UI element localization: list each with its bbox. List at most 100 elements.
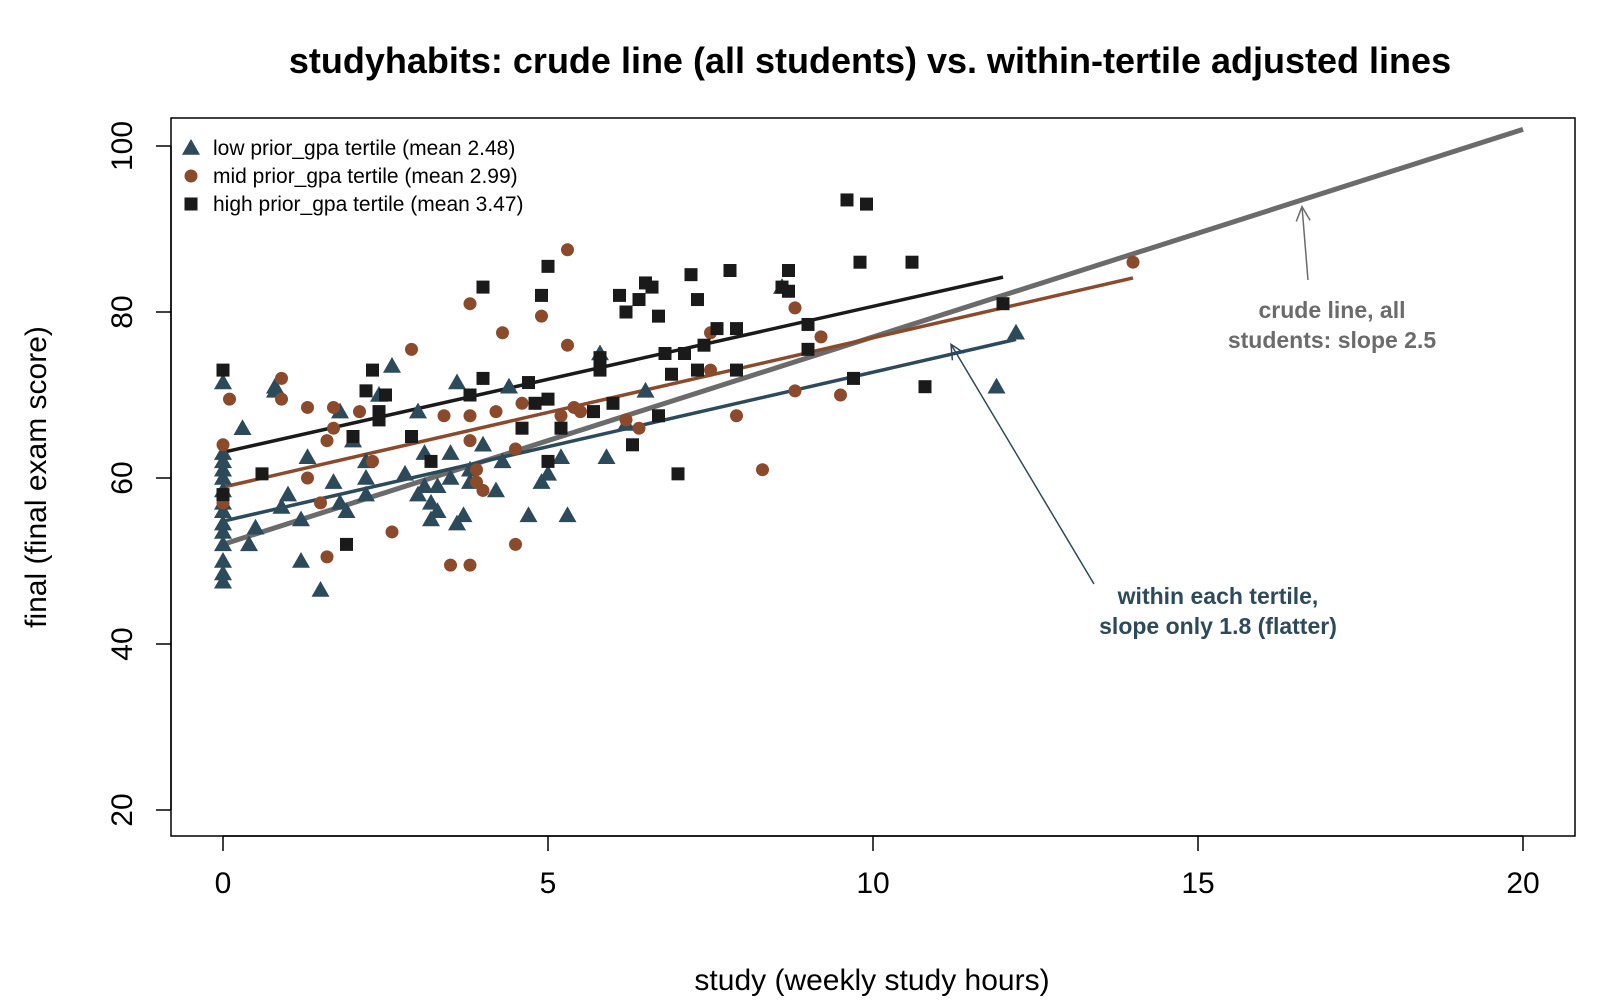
high-tertile-point <box>593 351 607 365</box>
mid-tertile-point <box>489 405 503 419</box>
mid-tertile-point <box>463 434 477 448</box>
low-tertile-point <box>331 402 349 419</box>
mid-tertile-point <box>730 409 743 423</box>
mid-tertile-point <box>301 400 314 414</box>
low-tertile-point <box>266 377 284 394</box>
low-tertile-point <box>357 469 375 485</box>
low-tertile-point <box>246 518 265 535</box>
low-tertile-point <box>272 498 291 514</box>
mid-tertile-point <box>509 442 522 456</box>
low-tertile-point <box>415 477 434 494</box>
high-tertile-point <box>658 347 672 360</box>
low-tertile-point <box>409 485 427 502</box>
mid-tertile-point <box>353 405 366 419</box>
mid-tertile-point <box>444 558 457 572</box>
high-tertile-point <box>697 338 711 352</box>
low-tertile-point <box>337 502 356 518</box>
x-axis-label: study (weekly study hours) <box>694 964 1049 997</box>
low-tertile-point <box>552 448 570 464</box>
y-tick-label: 100 <box>106 121 139 171</box>
legend: low prior_gpa tertile (mean 2.48) mid pri… <box>182 137 524 216</box>
data-points-layer <box>214 193 1140 597</box>
mid-tertile-point <box>463 409 477 423</box>
mid-tertile-point <box>327 400 340 414</box>
annotation-arrow <box>1301 206 1309 281</box>
x-tick-label: 10 <box>856 867 889 900</box>
mid-tertile-point <box>535 309 548 323</box>
y-tick-label: 20 <box>106 793 139 826</box>
high-tertile-point <box>801 342 815 356</box>
mid-tertile-point <box>275 392 288 406</box>
low-tertile-legend-label: low prior_gpa tertile (mean 2.48) <box>213 137 515 160</box>
high-tertile-point <box>710 322 724 336</box>
low-tertile-point <box>214 444 232 460</box>
mid-tertile-point <box>496 326 509 340</box>
mid-tertile-point <box>476 483 490 497</box>
mid-tertile-point <box>320 434 334 448</box>
mid-tertile-point <box>327 421 340 435</box>
y-axis-label: final (final exam score) <box>20 326 53 628</box>
low-tertile-point <box>298 448 317 464</box>
low-tertile-point <box>474 435 492 452</box>
low-tertile-point <box>519 506 538 523</box>
low-tertile-point <box>558 506 577 523</box>
low-tertile-point <box>292 552 310 568</box>
low-tertile-point <box>448 514 466 531</box>
high-tertile-point <box>541 392 555 406</box>
low-tertile-point <box>233 419 252 435</box>
mid-tertile-point <box>561 243 574 257</box>
high-tertile-point <box>554 421 568 435</box>
mid-tertile-point <box>223 392 236 406</box>
high-tertile-point <box>541 454 555 468</box>
high-tertile-point <box>346 430 360 443</box>
high-tertile-point <box>645 280 659 294</box>
low-tertile-point <box>636 381 655 398</box>
mid-tertile-point <box>1126 255 1140 269</box>
high-tertile-fit-line <box>222 275 1004 454</box>
high-tertile-point <box>593 363 607 377</box>
low-tertile-point <box>214 552 232 568</box>
mid-tertile-point <box>788 301 802 315</box>
low-tertile-point <box>214 373 232 390</box>
high-tertile-point <box>359 384 373 398</box>
low-tertile-point <box>214 452 232 469</box>
high-tertile-point <box>723 264 737 277</box>
high-tertile-point <box>918 380 932 394</box>
high-tertile-point <box>535 288 548 302</box>
low-tertile-point <box>422 510 440 527</box>
low-tertile-point <box>214 564 232 581</box>
low-tertile-point <box>987 377 1006 394</box>
plot-frame <box>170 117 1576 837</box>
high-tertile-point <box>626 438 639 452</box>
low-tertile-point <box>383 356 401 373</box>
low-tertile-point <box>311 581 330 597</box>
mid-tertile-point <box>561 338 574 352</box>
high-tertile-point <box>853 255 867 269</box>
high-tertile-point <box>691 293 704 307</box>
high-tertile-point <box>587 405 600 419</box>
annotation-text: crude line, all <box>1259 297 1406 323</box>
low-tertile-point <box>214 460 232 477</box>
annotations-layer: crude line, all students: slope 2.5 within… <box>950 204 1436 639</box>
mid-tertile-point <box>366 454 379 468</box>
low-tertile-point <box>487 481 505 498</box>
high-tertile-point <box>528 396 542 410</box>
low-tertile-point <box>279 485 297 502</box>
high-tertile-point <box>652 309 665 323</box>
low-tertile-point <box>539 464 557 481</box>
high-tertile-point <box>405 430 418 443</box>
high-tertile-point <box>730 363 743 377</box>
x-tick-label: 5 <box>540 867 557 900</box>
low-tertile-point <box>500 377 518 394</box>
high-tertile-point <box>801 317 815 331</box>
low-tertile-point <box>441 469 460 485</box>
mid-tertile-point <box>509 537 522 551</box>
high-tertile-point <box>366 363 379 377</box>
annotation-arrowhead <box>1295 204 1311 222</box>
high-tertile-point <box>665 367 678 381</box>
high-tertile-point <box>730 322 743 336</box>
high-tertile-point <box>652 409 665 423</box>
high-tertile-point <box>782 264 795 277</box>
high-tertile-point <box>216 488 230 502</box>
high-tertile-point <box>372 405 386 419</box>
